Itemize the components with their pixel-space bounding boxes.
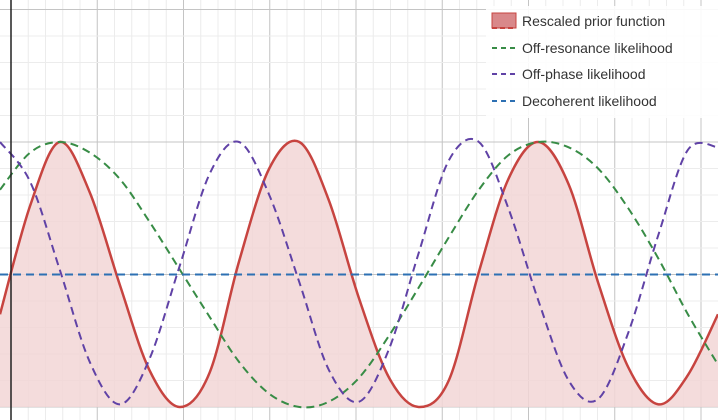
rescaled-prior-function-line: [0, 139, 718, 409]
series-layer: [0, 137, 718, 409]
legend-label-decoherent: Decoherent likelihood: [522, 92, 657, 109]
legend-swatch-prior: [490, 12, 518, 30]
legend-label-off-phase: Off-phase likelihood: [522, 66, 646, 83]
legend-entry-off-resonance: Off-resonance likelihood: [490, 35, 718, 62]
legend-label-off-resonance: Off-resonance likelihood: [522, 39, 673, 56]
legend-label-prior: Rescaled prior function: [522, 13, 666, 30]
chart-legend: Rescaled prior function Off-resonance li…: [486, 6, 718, 118]
off-resonance-likelihood-line: [0, 140, 718, 409]
legend-entry-prior: Rescaled prior function: [490, 8, 718, 35]
legend-swatch-decoherent: [490, 92, 518, 110]
rescaled-prior-function-area: [0, 140, 718, 408]
off-phase-likelihood-line: [0, 137, 718, 406]
legend-entry-off-phase: Off-phase likelihood: [490, 61, 718, 88]
legend-entry-decoherent: Decoherent likelihood: [490, 88, 718, 115]
legend-swatch-off-resonance: [490, 39, 518, 57]
legend-swatch-off-phase: [490, 65, 518, 83]
